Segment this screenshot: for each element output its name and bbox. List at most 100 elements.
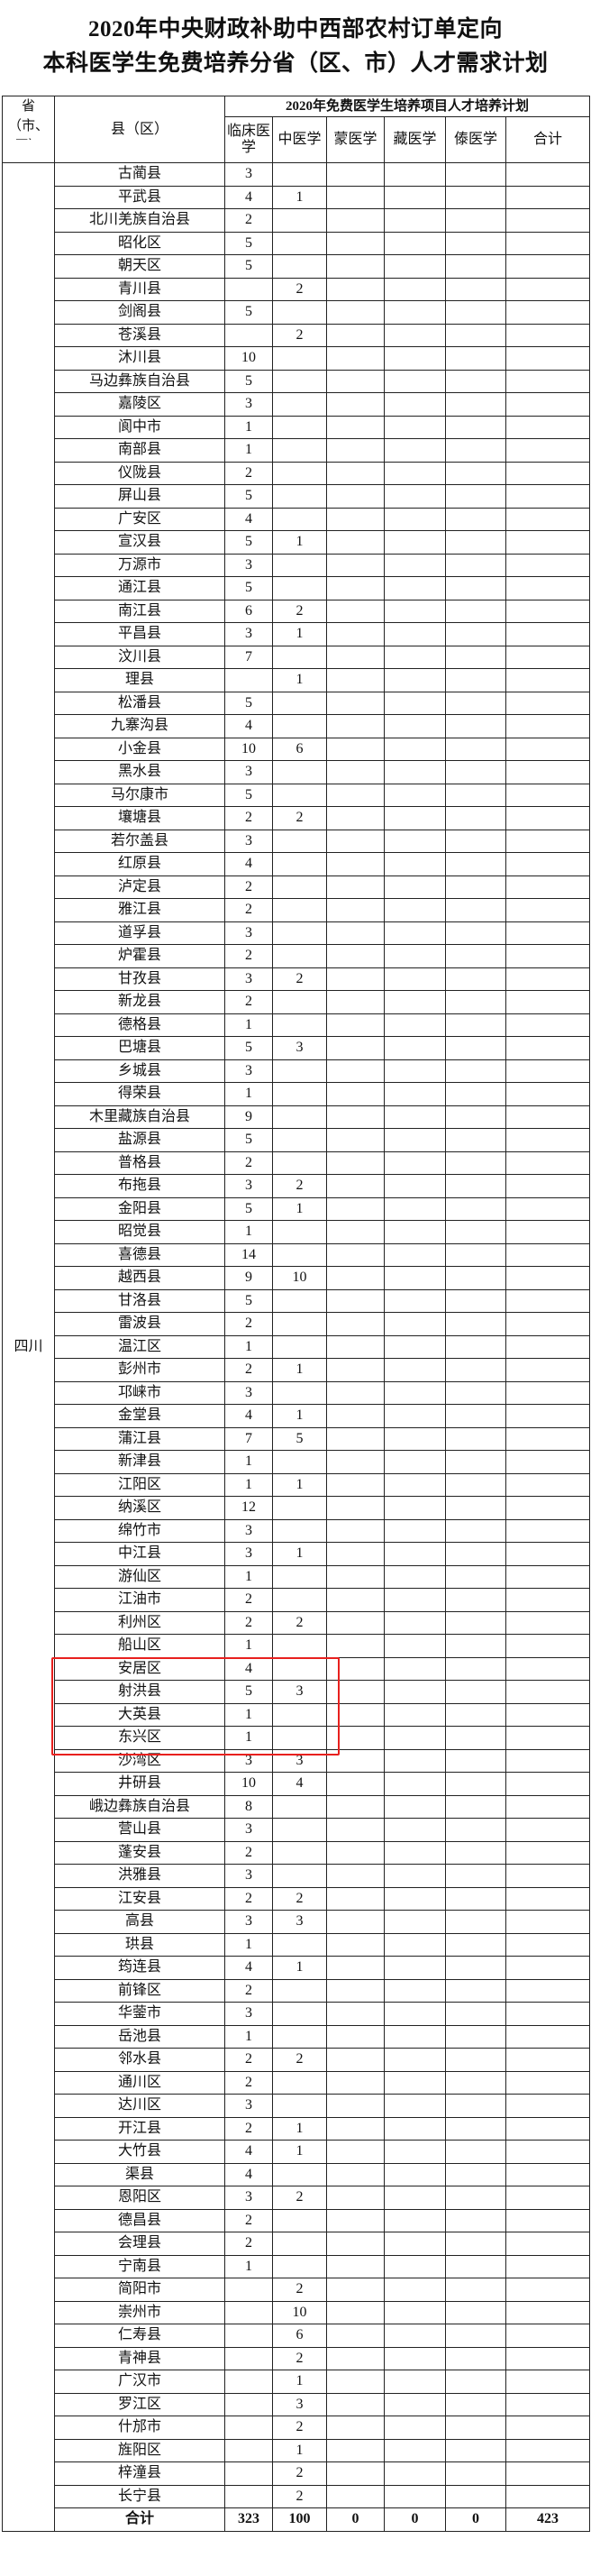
mongolian-medicine-cell <box>326 1082 385 1106</box>
tibetan-medicine-cell <box>384 645 446 669</box>
clinical-medicine-cell: 2 <box>224 2070 273 2095</box>
county-cell: 小金县 <box>54 737 225 761</box>
table-row: 广安区 4 <box>3 507 591 531</box>
county-cell: 南江县 <box>54 599 225 623</box>
mongolian-medicine-cell <box>326 1794 385 1819</box>
mongolian-medicine-cell <box>326 1634 385 1658</box>
county-cell: 金阳县 <box>54 1196 225 1221</box>
mongolian-medicine-cell <box>326 668 385 692</box>
dai-medicine-cell <box>445 737 506 761</box>
county-cell: 广汉市 <box>54 2370 225 2394</box>
clinical-medicine-cell: 5 <box>224 484 273 509</box>
county-cell: 宁南县 <box>54 2254 225 2278</box>
clinical-medicine-cell: 1 <box>224 1702 273 1727</box>
tcm-cell <box>272 1932 327 1957</box>
tcm-cell <box>272 1794 327 1819</box>
total-cell <box>505 2208 591 2232</box>
total-cell <box>505 1174 591 1198</box>
tibetan-medicine-cell <box>384 277 446 301</box>
county-cell: 邛崃市 <box>54 1380 225 1405</box>
mongolian-medicine-cell <box>326 691 385 715</box>
total-cell <box>505 691 591 715</box>
clinical-medicine-cell: 2 <box>224 1312 273 1336</box>
tcm-cell: 2 <box>272 2484 327 2508</box>
total-cell <box>505 1150 591 1175</box>
mongolian-medicine-cell <box>326 1013 385 1037</box>
county-cell: 沐川县 <box>54 346 225 371</box>
column-header-3: 藏医学 <box>384 116 446 163</box>
tibetan-medicine-cell <box>384 760 446 784</box>
county-cell: 万源市 <box>54 553 225 577</box>
tcm-cell <box>272 2094 327 2118</box>
tcm-cell: 2 <box>272 2278 327 2302</box>
table-row: 雅江县 2 <box>3 898 591 922</box>
mongolian-medicine-cell <box>326 484 385 509</box>
clinical-medicine-cell <box>224 2300 273 2324</box>
mongolian-medicine-cell <box>326 162 385 187</box>
tcm-cell: 1 <box>272 1472 327 1497</box>
table-row: 南部县 1 <box>3 438 591 463</box>
tcm-cell: 3 <box>272 2392 327 2416</box>
clinical-medicine-cell: 3 <box>224 1542 273 1566</box>
county-cell: 古蔺县 <box>54 162 225 187</box>
clinical-medicine-cell: 6 <box>224 599 273 623</box>
county-cell: 安居区 <box>54 1656 225 1681</box>
total-cell <box>505 576 591 600</box>
county-cell: 江油市 <box>54 1588 225 1612</box>
mongolian-medicine-cell <box>326 944 385 968</box>
clinical-medicine-cell: 5 <box>224 1036 273 1060</box>
county-cell: 新龙县 <box>54 990 225 1014</box>
dai-medicine-cell <box>445 921 506 945</box>
tcm-cell <box>272 1288 327 1313</box>
tibetan-medicine-cell <box>384 944 446 968</box>
mongolian-medicine-cell <box>326 231 385 255</box>
mongolian-medicine-cell <box>326 2254 385 2278</box>
table-row: 平武县 4 1 <box>3 185 591 209</box>
clinical-medicine-cell: 2 <box>224 1150 273 1175</box>
tibetan-medicine-cell <box>384 1450 446 1474</box>
mongolian-medicine-cell <box>326 806 385 830</box>
tcm-cell <box>272 645 327 669</box>
county-cell: 金堂县 <box>54 1404 225 1428</box>
tibetan-medicine-cell <box>384 829 446 853</box>
mongolian-medicine-cell <box>326 1036 385 1060</box>
tcm-cell <box>272 1864 327 1888</box>
clinical-medicine-cell: 1 <box>224 415 273 439</box>
dai-medicine-cell <box>445 438 506 463</box>
clinical-medicine-cell <box>224 2461 273 2486</box>
total-value-4: 0 <box>445 2507 506 2532</box>
table-row: 江安县 2 2 <box>3 1886 591 1911</box>
county-cell: 昭觉县 <box>54 1220 225 1244</box>
table-row: 巴塘县 5 3 <box>3 1036 591 1060</box>
mongolian-medicine-cell <box>326 277 385 301</box>
county-cell: 松潘县 <box>54 691 225 715</box>
dai-medicine-cell <box>445 1564 506 1589</box>
tcm-cell: 2 <box>272 2186 327 2210</box>
table-row: 大英县 1 <box>3 1702 591 1727</box>
mongolian-medicine-cell <box>326 2484 385 2508</box>
tcm-cell <box>272 1726 327 1750</box>
clinical-medicine-cell: 2 <box>224 1610 273 1635</box>
tibetan-medicine-cell <box>384 2324 446 2348</box>
total-cell <box>505 185 591 209</box>
county-cell: 沙湾区 <box>54 1748 225 1773</box>
mongolian-medicine-cell <box>326 622 385 646</box>
tibetan-medicine-cell <box>384 1312 446 1336</box>
dai-medicine-cell <box>445 1886 506 1911</box>
table-row: 蒲江县 7 5 <box>3 1426 591 1451</box>
mongolian-medicine-cell <box>326 369 385 393</box>
total-cell <box>505 2278 591 2302</box>
county-cell: 昭化区 <box>54 231 225 255</box>
table-row: 筠连县 4 1 <box>3 1956 591 1980</box>
table-row: 红原县 4 <box>3 852 591 876</box>
tcm-cell <box>272 1634 327 1658</box>
clinical-medicine-cell: 7 <box>224 1426 273 1451</box>
tcm-cell <box>272 231 327 255</box>
table-row: 朝天区 5 <box>3 254 591 279</box>
total-cell <box>505 2254 591 2278</box>
tcm-cell: 2 <box>272 599 327 623</box>
tibetan-medicine-cell <box>384 1518 446 1543</box>
dai-medicine-cell <box>445 277 506 301</box>
dai-medicine-cell <box>445 2254 506 2278</box>
table-row: 仪陇县 2 <box>3 461 591 485</box>
